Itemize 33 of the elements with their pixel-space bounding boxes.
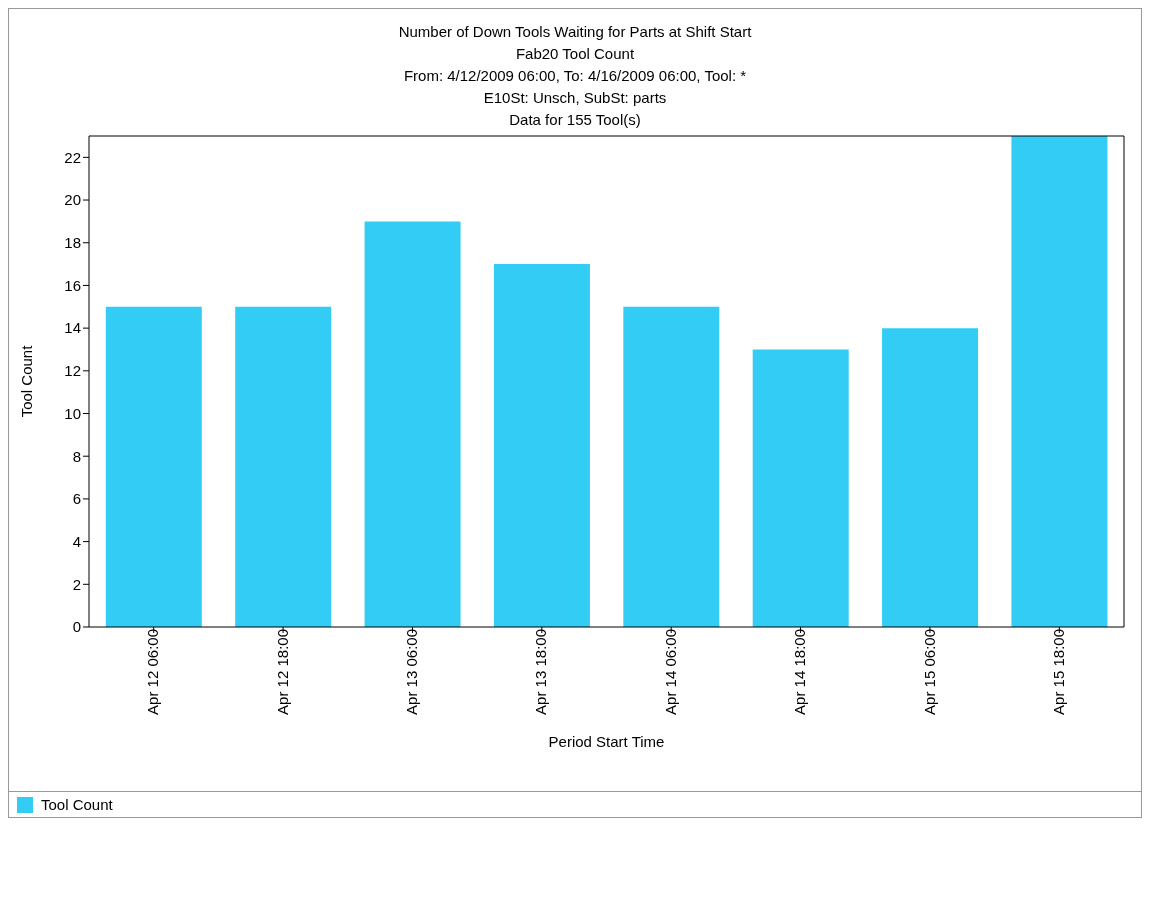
- bar: [364, 221, 461, 627]
- y-tick-label: 12: [64, 362, 81, 380]
- bar: [752, 349, 849, 627]
- x-tick-label: Apr 15 06:00: [920, 629, 938, 715]
- bar: [235, 306, 332, 627]
- x-tick-label: Apr 13 18:00: [532, 629, 550, 715]
- y-tick-label: 16: [64, 276, 81, 294]
- y-tick-label: 4: [72, 532, 81, 550]
- x-tick-label: Apr 12 06:00: [144, 629, 162, 715]
- legend-label: Tool Count: [41, 796, 113, 813]
- y-tick-label: 6: [72, 490, 81, 508]
- x-tick-label: Apr 12 18:00: [273, 629, 291, 715]
- bar: [623, 306, 720, 627]
- y-tick-label: 20: [64, 191, 81, 209]
- chart-title: Number of Down Tools Waiting for Parts at Shift Start: [397, 22, 753, 42]
- chart-subtitle: Fab20 Tool Count From: 4/12/2009 06:00, To: 4/16/2009 06:00, Tool: * E10St: Unsch, SubSt: parts Data for 155 Tool(s): [402, 44, 748, 130]
- y-tick-label: 18: [64, 234, 81, 252]
- x-tick-label: Apr 14 18:00: [791, 629, 809, 715]
- bar: [882, 328, 979, 627]
- x-tick-label: Apr 15 18:00: [1049, 629, 1067, 715]
- x-tick-label: Apr 14 06:00: [661, 629, 679, 715]
- y-tick-label: 2: [72, 575, 81, 593]
- x-tick-label: Apr 13 06:00: [403, 629, 421, 715]
- y-tick-label: 0: [72, 618, 81, 636]
- bar: [493, 264, 590, 627]
- y-tick-label: 22: [64, 148, 81, 166]
- x-axis-title: Period Start Time: [548, 733, 665, 750]
- y-axis-title: Tool Count: [18, 344, 36, 418]
- y-tick-label: 14: [64, 319, 81, 337]
- y-tick-label: 10: [64, 404, 81, 422]
- bar: [105, 306, 202, 627]
- y-tick-label: 8: [72, 447, 81, 465]
- bar: [1011, 136, 1108, 627]
